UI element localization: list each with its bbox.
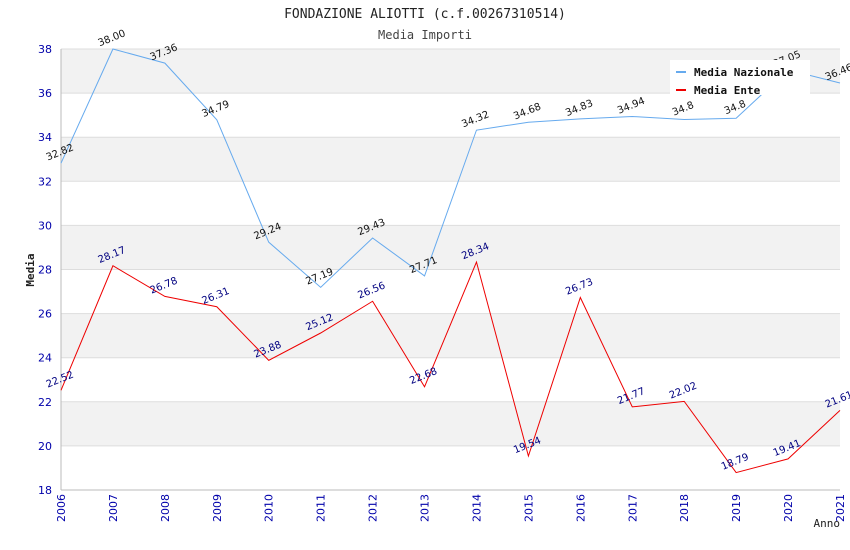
x-tick-label: 2020 [782,494,795,522]
plot-band [61,269,840,314]
plot-background [61,49,840,490]
plot-band [61,313,840,358]
y-tick-label: 34 [38,131,52,144]
x-tick-label: 2013 [419,494,432,522]
x-tick-label: 2019 [730,494,743,522]
plot-band [61,93,840,138]
x-axis-ticks: 2006 2007 2008 2009 2010 2011 2012 2013 2014 2015… [55,494,847,522]
x-tick-label: 2007 [107,494,120,522]
y-tick-label: 24 [38,352,52,365]
legend-label: Media Nazionale [694,66,794,79]
y-tick-label: 36 [38,87,52,100]
plot-band [61,445,840,490]
x-tick-label: 2014 [470,494,483,522]
y-tick-label: 32 [38,175,52,188]
x-tick-label: 2017 [626,494,639,522]
y-tick-label: 30 [38,219,52,232]
plot-band [61,401,840,446]
x-axis-label: Anno [814,517,841,530]
series-lines [60,48,841,474]
series-line-media-nazionale [60,48,841,289]
plot-band [61,225,840,270]
legend: Media Nazionale Media Ente [670,60,810,97]
x-tick-label: 2018 [678,494,691,522]
axes [60,49,840,491]
x-tick-label: 2009 [211,494,224,522]
x-tick-label: 2006 [55,494,68,522]
x-tick-label: 2021 [834,494,847,522]
y-axis-ticks: 18 20 22 24 26 28 30 32 34 36 38 [38,43,52,497]
plot-band [61,137,840,182]
y-tick-label: 38 [38,43,52,56]
y-tick-label: 28 [38,264,52,277]
y-tick-label: 26 [38,308,52,321]
y-tick-label: 20 [38,440,52,453]
chart-subtitle: Media Importi [378,28,472,42]
legend-label: Media Ente [694,84,761,97]
y-axis-label: Media [24,253,37,286]
plot-band [61,357,840,402]
x-tick-label: 2015 [522,494,535,522]
legend-box [670,60,810,95]
y-tick-label: 18 [38,484,52,497]
x-tick-label: 2011 [315,494,328,522]
x-tick-label: 2008 [159,494,172,522]
chart-title: FONDAZIONE ALIOTTI (c.f.00267310514) [284,7,566,22]
data-label: 38.00 [97,28,128,49]
x-tick-label: 2012 [367,494,380,522]
x-tick-label: 2016 [574,494,587,522]
y-tick-label: 22 [38,396,52,409]
x-tick-label: 2010 [263,494,276,522]
series-line-media-ente [60,260,841,474]
